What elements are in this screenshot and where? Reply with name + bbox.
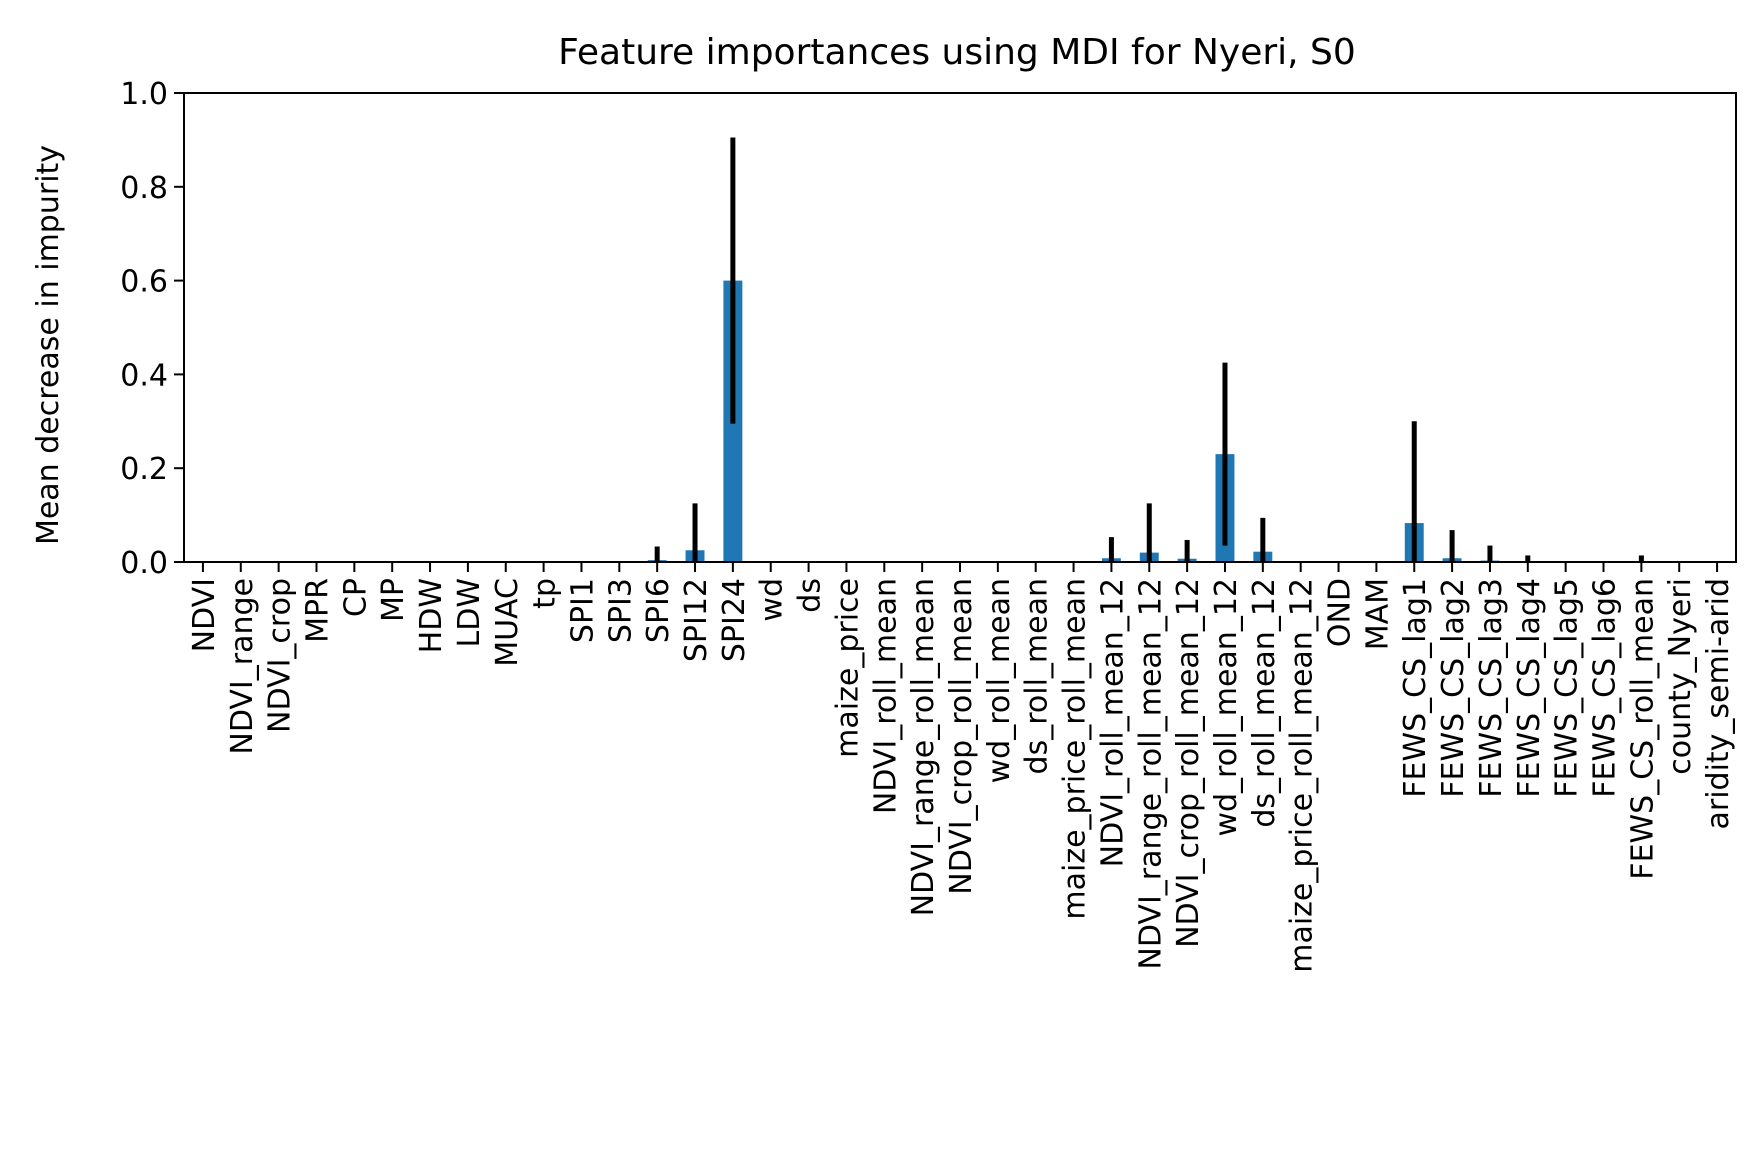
chart-title: Feature importances using MDI for Nyeri,…	[558, 32, 1356, 73]
x-tick-label: FEWS_CS_lag3	[1474, 578, 1509, 798]
x-tick-label: SPI12	[679, 578, 714, 662]
y-tick-label: 0.0	[120, 546, 168, 581]
x-tick-label: wd_roll_mean_12	[1209, 578, 1244, 837]
x-tick-label: FEWS_CS_lag2	[1436, 578, 1471, 798]
x-tick-label: SPI6	[641, 578, 676, 643]
y-tick-label: 0.6	[120, 265, 168, 300]
x-tick-label: aridity_semi-arid	[1701, 578, 1736, 830]
x-tick-label: NDVI	[187, 578, 222, 652]
x-tick-label: OND	[1323, 578, 1358, 647]
x-tick-label: wd	[755, 578, 790, 622]
x-tick-label: FEWS_CS_roll_mean	[1625, 578, 1660, 880]
x-tick-label: NDVI_range	[225, 578, 260, 755]
x-tick-label: CP	[338, 578, 373, 617]
x-tick-label: tp	[528, 578, 563, 609]
x-tick-label: maize_price_roll_mean_12	[1285, 578, 1320, 973]
x-tick-label: MP	[376, 578, 411, 622]
x-tick-label: maize_price	[830, 578, 865, 758]
x-tick-label: NDVI_range_roll_mean_12	[1133, 578, 1168, 970]
x-tick-label: LDW	[452, 578, 487, 647]
y-axis-label: Mean decrease in impurity	[31, 145, 66, 545]
x-tick-label: ds_roll_mean_12	[1247, 578, 1282, 828]
x-tick-label: maize_price_roll_mean	[1058, 578, 1093, 920]
x-tick-label: MAM	[1360, 578, 1395, 650]
y-tick-label: 0.2	[120, 452, 168, 487]
x-tick-label: HDW	[414, 578, 449, 653]
x-tick-label: ds	[793, 578, 828, 613]
plot-frame	[183, 92, 1737, 563]
x-tick-label: MUAC	[490, 578, 525, 667]
y-axis-ticks: 0.0 0.2 0.4 0.6 0.8 1.0	[120, 77, 184, 581]
error-bars	[654, 137, 1644, 562]
y-tick-label: 1.0	[120, 77, 168, 112]
x-tick-label: NDVI_roll_mean	[868, 578, 903, 814]
x-tick-label: SPI1	[565, 578, 600, 643]
x-tick-label: FEWS_CS_lag5	[1550, 578, 1585, 798]
y-tick-label: 0.4	[120, 358, 168, 393]
x-tick-label: SPI3	[603, 578, 638, 643]
x-tick-label: MPR	[300, 578, 335, 643]
x-tick-label: NDVI_roll_mean_12	[1095, 578, 1130, 867]
x-tick-label: FEWS_CS_lag6	[1588, 578, 1623, 798]
x-axis-ticks: NDVI NDVI_range NDVI_crop MPR CP MP HDW LDW MUAC…	[187, 562, 1736, 973]
x-tick-label: wd_roll_mean	[982, 578, 1017, 783]
x-tick-label: SPI24	[717, 578, 752, 662]
x-tick-label: FEWS_CS_lag1	[1398, 578, 1433, 798]
x-tick-label: FEWS_CS_lag4	[1512, 578, 1547, 798]
x-tick-label: NDVI_crop_roll_mean_12	[1171, 578, 1206, 948]
y-tick-label: 0.8	[120, 171, 168, 206]
x-tick-label: NDVI_crop_roll_mean	[944, 578, 979, 895]
x-tick-label: county_Nyeri	[1663, 578, 1698, 775]
x-tick-label: NDVI_crop	[263, 578, 298, 733]
x-tick-label: NDVI_range_roll_mean	[906, 578, 941, 916]
x-tick-label: ds_roll_mean	[1020, 578, 1055, 774]
